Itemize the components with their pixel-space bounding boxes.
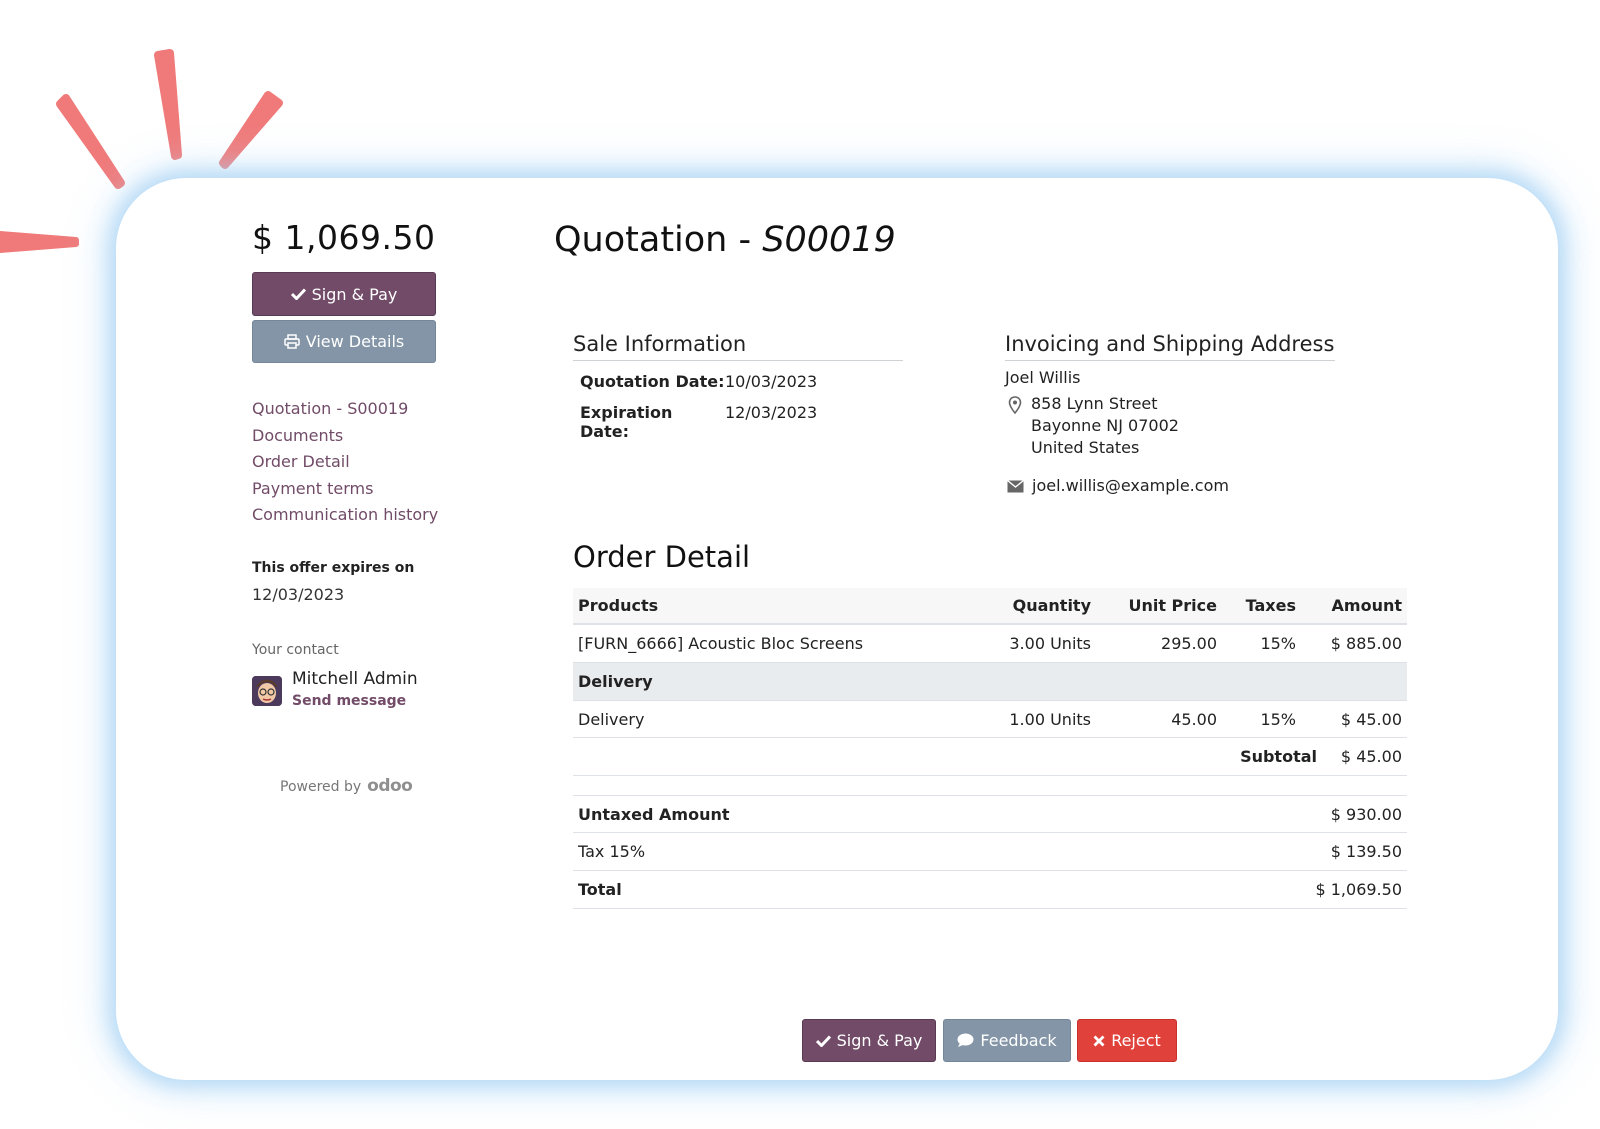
check-icon bbox=[290, 288, 306, 300]
untaxed-amount-label: Untaxed Amount bbox=[578, 804, 730, 824]
view-details-label: View Details bbox=[305, 332, 405, 351]
subtotal-row: Subtotal $ 45.00 bbox=[573, 738, 1407, 776]
contact-avatar bbox=[252, 676, 282, 706]
nav-link-payment-terms[interactable]: Payment terms bbox=[252, 478, 374, 498]
col-amount: Amount bbox=[1331, 596, 1402, 615]
line-unit-price: 45.00 bbox=[1171, 709, 1217, 729]
decorative-sparks bbox=[0, 49, 283, 253]
nav-link-communication-history[interactable]: Communication history bbox=[252, 505, 439, 524]
line-quantity: 1.00 Units bbox=[1009, 709, 1091, 729]
customer-email[interactable]: joel.willis@example.com bbox=[1032, 476, 1229, 495]
reject-button[interactable]: Reject bbox=[1077, 1019, 1177, 1062]
table-row: [FURN_6666] Acoustic Bloc Screens 3.00 U… bbox=[573, 625, 1407, 663]
col-products: Products bbox=[578, 596, 659, 615]
nav-link-order-detail[interactable]: Order Detail bbox=[252, 452, 350, 471]
subtotal-value: $ 45.00 bbox=[1340, 747, 1402, 766]
avatar-image bbox=[252, 676, 282, 706]
print-icon bbox=[283, 334, 300, 349]
subtotal-label: Subtotal bbox=[1240, 747, 1317, 766]
tax-label: Tax 15% bbox=[578, 842, 646, 861]
sidebar-nav: Quotation - S00019 Documents Order Detai… bbox=[252, 396, 438, 529]
sale-information-heading: Sale Information bbox=[573, 332, 903, 361]
sidebar-sign-pay-button[interactable]: Sign & Pay bbox=[252, 272, 436, 316]
send-message-link[interactable]: Send message bbox=[292, 693, 407, 709]
address-street: 858 Lynn Street bbox=[1031, 394, 1158, 413]
page-title-prefix: Quotation - bbox=[554, 220, 763, 260]
line-amount: $ 885.00 bbox=[1330, 634, 1402, 653]
page-title-ref: S00019 bbox=[762, 220, 896, 260]
map-marker-icon bbox=[1008, 396, 1022, 414]
table-header: Products Quantity Unit Price Taxes Amoun… bbox=[573, 588, 1407, 625]
offer-expires-label: This offer expires on bbox=[252, 560, 415, 576]
expiration-date-label: Expiration Date: bbox=[580, 403, 673, 441]
page-title: Quotation - S00019 bbox=[554, 220, 896, 260]
address-country: United States bbox=[1031, 438, 1140, 457]
close-icon bbox=[1093, 1035, 1105, 1046]
line-taxes: 15% bbox=[1260, 634, 1296, 653]
check-icon bbox=[815, 1034, 831, 1047]
expiration-date-value: 12/03/2023 bbox=[725, 403, 818, 422]
line-product: [FURN_6666] Acoustic Bloc Screens bbox=[578, 634, 864, 653]
quotation-date-value: 10/03/2023 bbox=[725, 372, 818, 391]
sign-pay-label: Sign & Pay bbox=[311, 284, 398, 304]
feedback-label: Feedback bbox=[980, 1031, 1057, 1050]
nav-link-quotation[interactable]: Quotation - S00019 bbox=[252, 399, 409, 418]
sign-pay-button[interactable]: Sign & Pay bbox=[802, 1019, 936, 1062]
untaxed-amount-row: Untaxed Amount $ 930.00 bbox=[573, 795, 1407, 833]
col-unit-price: Unit Price bbox=[1128, 596, 1217, 615]
customer-name: Joel Willis bbox=[1005, 368, 1081, 387]
line-taxes: 15% bbox=[1260, 709, 1296, 729]
your-contact-label: Your contact bbox=[252, 642, 339, 658]
expiration-date-row: Expiration Date: 12/03/2023 bbox=[580, 403, 817, 441]
line-product: Delivery bbox=[578, 709, 645, 729]
quotation-total: $ 1,069.50 bbox=[252, 218, 436, 257]
line-amount: $ 45.00 bbox=[1340, 709, 1402, 729]
quotation-date-label: Quotation Date: bbox=[580, 372, 725, 391]
reject-label: Reject bbox=[1111, 1031, 1161, 1050]
sign-pay-label: Sign & Pay bbox=[836, 1031, 923, 1050]
quotation-date-row: Quotation Date: 10/03/2023 bbox=[580, 372, 817, 391]
col-quantity: Quantity bbox=[1012, 596, 1091, 615]
customer-address: 858 Lynn Street Bayonne NJ 07002 United … bbox=[1031, 393, 1179, 459]
tax-value: $ 139.50 bbox=[1330, 842, 1402, 861]
offer-expires-date: 12/03/2023 bbox=[252, 585, 345, 604]
line-quantity: 3.00 Units bbox=[1009, 634, 1091, 653]
view-details-button[interactable]: View Details bbox=[252, 320, 436, 363]
envelope-icon bbox=[1007, 480, 1024, 493]
odoo-logo[interactable]: odoo bbox=[367, 776, 413, 796]
line-unit-price: 295.00 bbox=[1161, 634, 1217, 653]
nav-link-documents[interactable]: Documents bbox=[252, 425, 344, 445]
total-value: $ 1,069.50 bbox=[1315, 880, 1402, 899]
section-row: Delivery bbox=[573, 663, 1407, 701]
powered-by-label: Powered by bbox=[280, 779, 362, 795]
section-label: Delivery bbox=[578, 672, 653, 691]
address-city: Bayonne NJ 07002 bbox=[1031, 416, 1179, 435]
comment-icon bbox=[957, 1033, 974, 1047]
order-detail-heading: Order Detail bbox=[573, 540, 751, 574]
feedback-button[interactable]: Feedback bbox=[943, 1019, 1071, 1062]
col-taxes: Taxes bbox=[1245, 596, 1296, 615]
contact-name: Mitchell Admin bbox=[292, 669, 418, 689]
total-row: Total $ 1,069.50 bbox=[573, 871, 1407, 909]
untaxed-amount-value: $ 930.00 bbox=[1330, 804, 1402, 824]
total-label: Total bbox=[578, 880, 622, 899]
address-heading: Invoicing and Shipping Address bbox=[1005, 332, 1335, 361]
table-row: Delivery 1.00 Units 45.00 15% $ 45.00 bbox=[573, 701, 1407, 738]
powered-by: Powered by odoo bbox=[280, 776, 413, 796]
tax-row: Tax 15% $ 139.50 bbox=[573, 833, 1407, 871]
